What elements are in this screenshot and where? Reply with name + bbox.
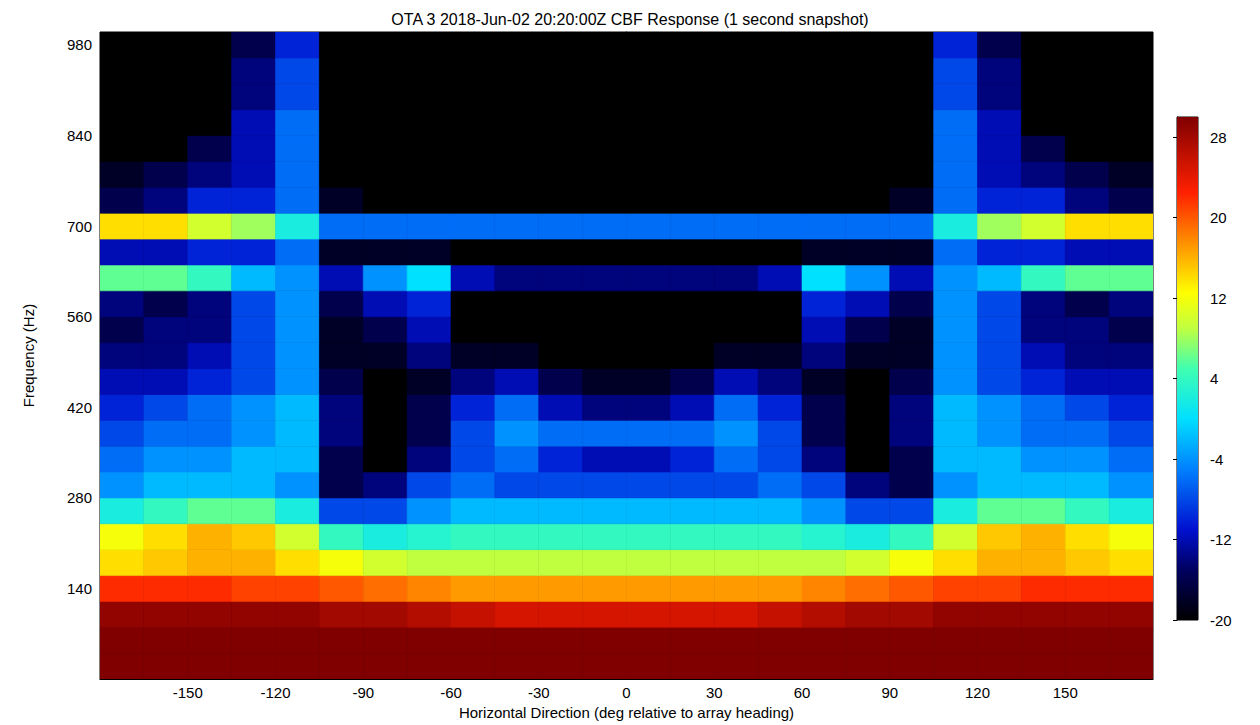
svg-text:Horizontal Direction (deg rela: Horizontal Direction (deg relative to ar… xyxy=(459,704,794,721)
svg-text:700: 700 xyxy=(67,218,92,235)
svg-text:-90: -90 xyxy=(352,684,374,701)
svg-text:12: 12 xyxy=(1210,290,1227,307)
svg-text:560: 560 xyxy=(67,308,92,325)
svg-text:140: 140 xyxy=(67,580,92,597)
svg-text:150: 150 xyxy=(1053,684,1078,701)
svg-text:280: 280 xyxy=(67,489,92,506)
svg-text:120: 120 xyxy=(965,684,990,701)
svg-text:20: 20 xyxy=(1210,209,1227,226)
svg-text:840: 840 xyxy=(67,127,92,144)
svg-text:90: 90 xyxy=(881,684,898,701)
svg-text:60: 60 xyxy=(794,684,811,701)
svg-text:-30: -30 xyxy=(528,684,550,701)
svg-text:420: 420 xyxy=(67,399,92,416)
svg-text:980: 980 xyxy=(67,36,92,53)
svg-text:Frequency (Hz): Frequency (Hz) xyxy=(20,304,37,407)
svg-text:OTA 3 2018-Jun-02 20:20:00Z CB: OTA 3 2018-Jun-02 20:20:00Z CBF Response… xyxy=(391,11,868,28)
svg-text:-12: -12 xyxy=(1210,531,1232,548)
svg-text:-120: -120 xyxy=(260,684,290,701)
svg-text:28: 28 xyxy=(1210,129,1227,146)
svg-text:-150: -150 xyxy=(173,684,203,701)
svg-text:-20: -20 xyxy=(1210,612,1232,629)
svg-text:-4: -4 xyxy=(1210,451,1223,468)
svg-text:30: 30 xyxy=(706,684,723,701)
svg-text:0: 0 xyxy=(622,684,630,701)
svg-text:4: 4 xyxy=(1210,370,1218,387)
svg-text:-60: -60 xyxy=(440,684,462,701)
